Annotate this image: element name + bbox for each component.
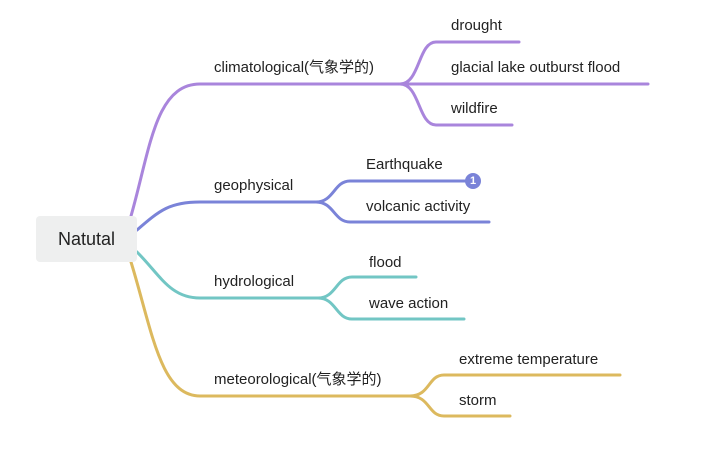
root-to-climatological-line <box>129 82 402 218</box>
leaf-extreme-temperature[interactable]: extreme temperature <box>459 351 599 368</box>
leaf-earthquake[interactable]: Earthquake <box>366 156 443 173</box>
leaf-wave-action[interactable]: wave action <box>369 295 449 312</box>
leaf-drought[interactable]: drought <box>451 17 502 34</box>
root-to-meteorological-line <box>129 260 412 398</box>
hydrological-branch-lines <box>135 250 466 321</box>
leaf-storm[interactable]: storm <box>459 392 497 409</box>
meteorological-to-storm-line <box>408 394 512 418</box>
branch-meteorological[interactable]: meteorological(气象学的) <box>214 371 382 388</box>
root-node[interactable]: Natutal <box>36 216 137 262</box>
branch-climatological[interactable]: climatological(气象学的) <box>214 59 375 76</box>
branch-hydrological[interactable]: hydrological <box>214 273 295 290</box>
hydrological-to-wave-line <box>316 296 466 321</box>
climatological-branch-lines <box>129 40 650 218</box>
geophysical-to-volcanic-line <box>314 200 491 224</box>
meteorological-to-extreme-line <box>408 373 622 398</box>
root-node-label: Natutal <box>57 228 116 249</box>
leaf-flood[interactable]: flood <box>369 254 402 271</box>
root-to-geophysical-line <box>135 200 318 232</box>
leaf-glacial-lake-outburst-flood[interactable]: glacial lake outburst flood <box>451 59 621 76</box>
earthquake-count-badge[interactable]: 1 <box>465 173 481 189</box>
leaf-volcanic-activity[interactable]: volcanic activity <box>366 198 471 215</box>
root-to-hydrological-line <box>135 250 320 300</box>
meteorological-branch-lines <box>129 260 622 418</box>
leaf-wildfire[interactable]: wildfire <box>451 100 498 117</box>
branch-geophysical[interactable]: geophysical <box>214 177 294 194</box>
geophysical-branch-lines <box>135 179 491 232</box>
climatological-to-wildfire-line <box>398 82 514 127</box>
